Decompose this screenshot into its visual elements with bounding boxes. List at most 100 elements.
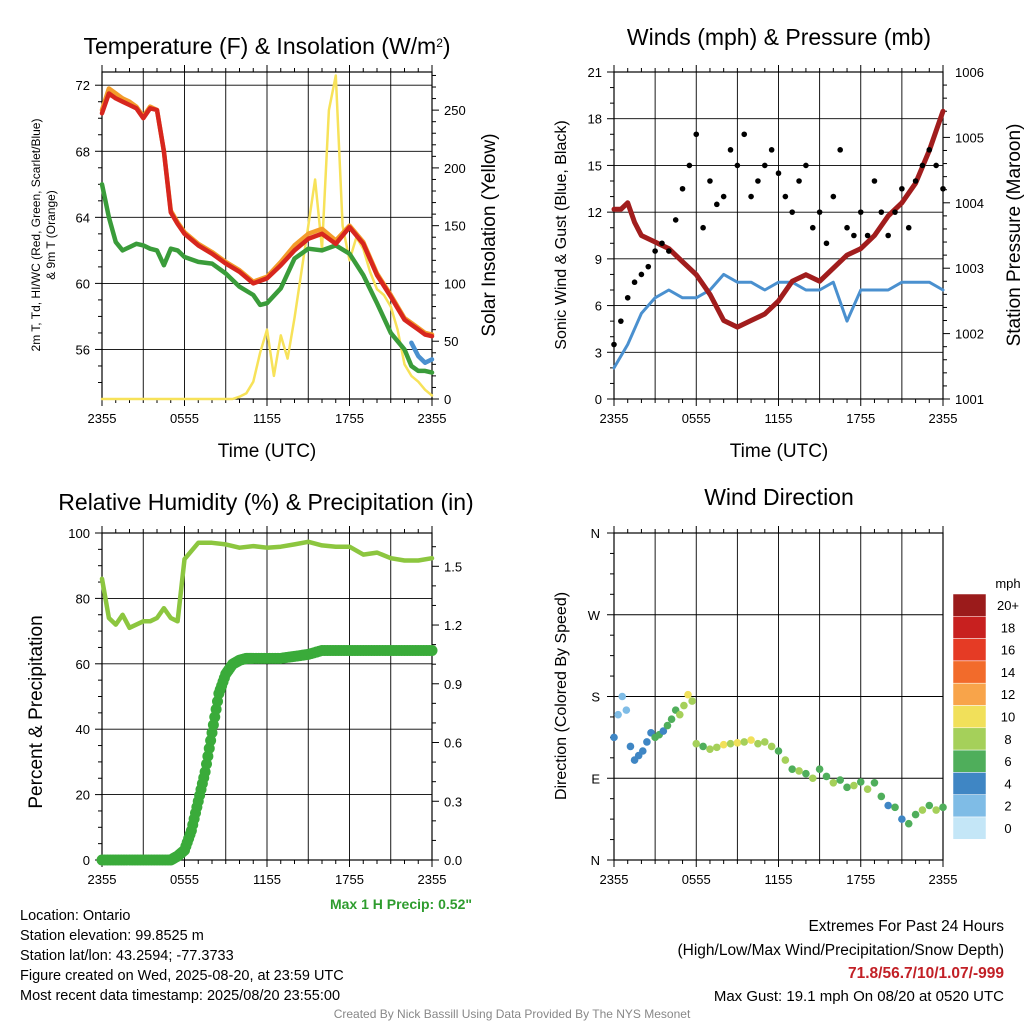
y2-tick-label: 1001 [955,392,984,407]
y2-tick-label: 1004 [955,196,984,211]
extremes-title: Extremes For Past 24 Hours [808,918,1004,935]
direction-point [733,739,742,747]
direction-point [781,756,790,764]
x-tick-label: 1155 [253,872,281,887]
x-tick-label: 0555 [682,872,711,887]
gust-point [714,201,720,208]
x-tick-label: 2355 [88,411,117,426]
direction-point [863,785,872,793]
x-tick-label: 2355 [88,872,117,887]
y2-axis-label: Solar Insolation (Yellow) [479,133,500,336]
gust-point [844,224,850,231]
legend-label: 20+ [997,598,1019,613]
direction-point [747,736,755,744]
y2-axis-label: Station Pressure (Maroon) [1004,124,1024,347]
gust-point [638,271,645,278]
y-tick-label: 6 [595,299,602,314]
gust-point [905,224,912,231]
y-tick-label: 60 [76,276,90,291]
legend-label: 18 [1001,620,1015,635]
direction-point [643,738,651,746]
legend-swatch [952,794,987,818]
legend-label: 0 [1004,821,1011,836]
y2-tick-label: 1005 [955,130,984,145]
x-tick-label: 1755 [335,411,364,426]
legend-swatch [952,772,987,795]
legend-label: 14 [1001,665,1015,680]
direction-point [767,742,776,751]
direction-point [622,706,631,714]
y2-tick-label: 50 [444,334,458,349]
max-gust-text: Max Gust: 19.1 mph On 08/20 at 0520 UTC [713,988,1004,1005]
gust-point [823,240,830,247]
direction-point [740,738,749,746]
y-axis-label: 2m T, Td, HI/WC (Red, Green, Scarlet/Blu… [29,119,43,352]
y2-tick-label: 150 [444,219,466,234]
direction-point [688,697,696,705]
direction-point [884,801,892,810]
legend-swatch [952,749,987,773]
gust-point [775,170,782,177]
direction-point [676,710,684,719]
x-axis-label: Time (UTC) [218,441,317,462]
gust-point [919,162,926,169]
legend-swatch [952,727,987,751]
direction-point [911,810,920,819]
legend-swatch [952,638,987,662]
gust-point [755,178,761,184]
direction-point [829,778,838,787]
gust-point [837,147,843,153]
gust-point [741,131,748,138]
gust-point [761,162,768,169]
direction-point [774,747,783,755]
y-tick-label: 72 [76,78,90,93]
x-tick-label: 2355 [929,411,958,426]
y-tick-label: 56 [76,342,90,357]
direction-point [610,733,618,742]
elevation-text: Station elevation: 99.8525 m [20,928,204,944]
gust-point [926,147,933,153]
direction-point [754,739,762,748]
humidity-panel: 2355 0555 1155 1755 2355 0 20 40 60 80 100 0.0 0.3 0.… [26,489,474,887]
y2-tick-label: 0.0 [444,853,462,868]
x-tick-label: 1755 [846,872,875,887]
direction-point [870,778,879,787]
gust-point [796,178,802,184]
direction-point [638,747,647,755]
legend-swatch [952,705,987,729]
gust-point [851,232,857,239]
direction-point [877,792,886,801]
direction-point [684,690,692,699]
y-tick-label: 0 [83,853,90,868]
direction-point [856,778,865,786]
legend-label: 6 [1004,754,1011,769]
y-tick-label: 21 [588,65,602,80]
y-tick-label: 0 [595,392,602,407]
x-axis-label: Time (UTC) [730,441,829,462]
gust-point [803,162,809,169]
y2-tick-label: 0 [444,392,451,407]
direction-point [932,806,940,814]
y-tick-label: 9 [595,252,602,267]
y-tick-label: 40 [76,722,90,737]
direction-point [802,769,810,778]
gust-point [782,193,789,200]
y2-tick-label: 1006 [955,65,984,80]
legend-label: 2 [1004,799,1011,814]
y-tick-label: N [591,853,600,868]
location-text: Location: Ontario [20,908,131,924]
x-tick-label: 2355 [600,872,629,887]
gust-point [816,209,823,215]
gust-point [686,162,693,169]
legend-swatch [952,616,987,639]
gust-point [659,240,665,247]
temperature-panel: 2355 0555 1155 1755 2355 56 60 64 68 72 0 50 100 150 2… [29,33,500,462]
direction-point [692,739,701,748]
gust-point [940,185,946,192]
y2-tick-label: 0.9 [444,677,462,692]
direction-point [843,783,851,792]
gust-point [789,209,796,215]
